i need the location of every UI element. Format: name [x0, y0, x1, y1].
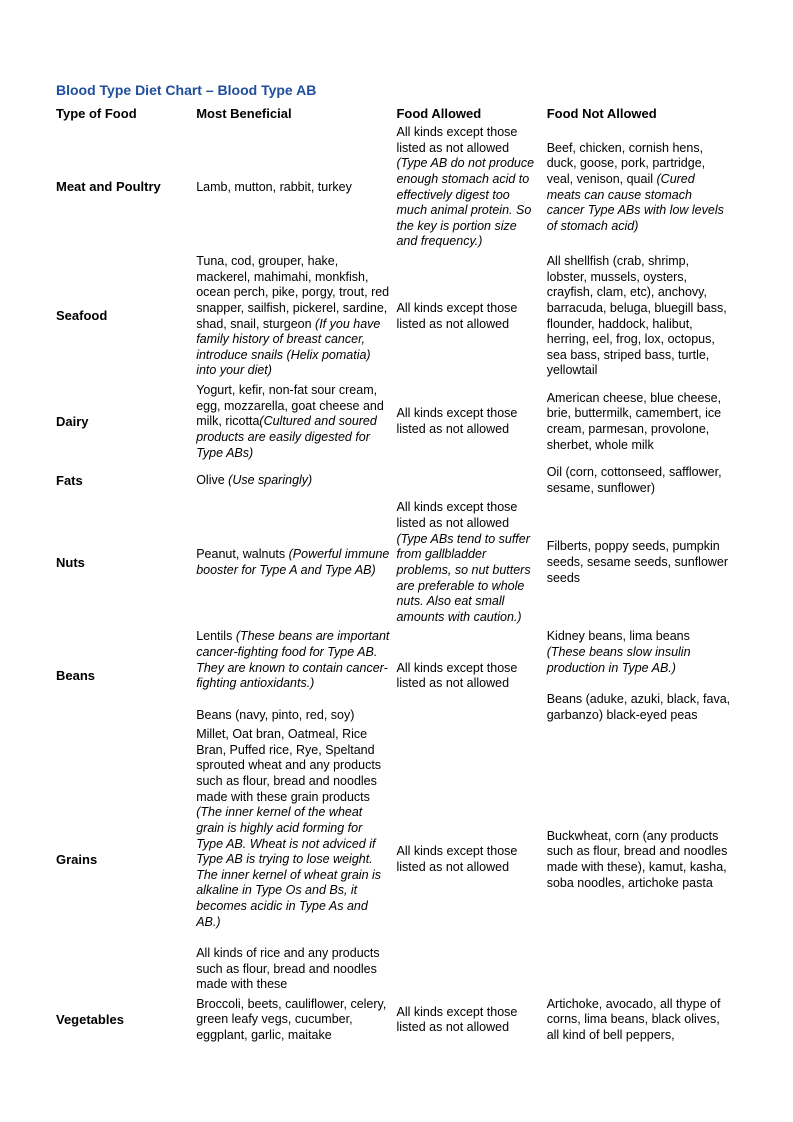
table-cell: All kinds except those listed as not all…	[396, 123, 546, 252]
table-row: Meat and PoultryLamb, mutton, rabbit, tu…	[56, 123, 737, 252]
table-cell: Broccoli, beets, cauliflower, celery, gr…	[196, 995, 396, 1046]
table-cell: All kinds except those listed as not all…	[396, 498, 546, 627]
table-cell: Buckwheat, corn (any products such as fl…	[547, 725, 737, 995]
table-row: DairyYogurt, kefir, non-fat sour cream, …	[56, 381, 737, 463]
col-header-beneficial: Most Beneficial	[196, 104, 396, 123]
table-row: FatsOlive (Use sparingly) Oil (corn, cott…	[56, 463, 737, 498]
table-cell: All kinds except those listed as not all…	[396, 252, 546, 381]
table-cell: Filberts, poppy seeds, pumpkin seeds, se…	[547, 498, 737, 627]
table-row: VegetablesBroccoli, beets, cauliflower, …	[56, 995, 737, 1046]
col-header-type: Type of Food	[56, 104, 196, 123]
col-header-allowed: Food Allowed	[396, 104, 546, 123]
table-cell: All shellfish (crab, shrimp, lobster, mu…	[547, 252, 737, 381]
category-cell: Nuts	[56, 498, 196, 627]
category-cell: Fats	[56, 463, 196, 498]
table-cell: All kinds except those listed as not all…	[396, 381, 546, 463]
table-cell: Tuna, cod, grouper, hake, mackerel, mahi…	[196, 252, 396, 381]
category-cell: Grains	[56, 725, 196, 995]
category-cell: Vegetables	[56, 995, 196, 1046]
table-cell: Yogurt, kefir, non-fat sour cream, egg, …	[196, 381, 396, 463]
page-title: Blood Type Diet Chart – Blood Type AB	[56, 82, 737, 98]
category-cell: Beans	[56, 627, 196, 725]
table-header-row: Type of Food Most Beneficial Food Allowe…	[56, 104, 737, 123]
table-cell: Millet, Oat bran, Oatmeal, Rice Bran, Pu…	[196, 725, 396, 995]
table-cell: American cheese, blue cheese, brie, butt…	[547, 381, 737, 463]
table-row: GrainsMillet, Oat bran, Oatmeal, Rice Br…	[56, 725, 737, 995]
table-cell: All kinds except those listed as not all…	[396, 627, 546, 725]
category-cell: Dairy	[56, 381, 196, 463]
table-cell: Lamb, mutton, rabbit, turkey	[196, 123, 396, 252]
table-cell: Lentils (These beans are important cance…	[196, 627, 396, 725]
table-cell	[396, 463, 546, 498]
table-cell: Kidney beans, lima beans (These beans sl…	[547, 627, 737, 725]
col-header-notallowed: Food Not Allowed	[547, 104, 737, 123]
table-cell: Artichoke, avocado, all thype of corns, …	[547, 995, 737, 1046]
table-cell: Peanut, walnuts (Powerful immune booster…	[196, 498, 396, 627]
table-row: BeansLentils (These beans are important …	[56, 627, 737, 725]
category-cell: Meat and Poultry	[56, 123, 196, 252]
table-row: SeafoodTuna, cod, grouper, hake, mackere…	[56, 252, 737, 381]
table-row: NutsPeanut, walnuts (Powerful immune boo…	[56, 498, 737, 627]
diet-table: Type of Food Most Beneficial Food Allowe…	[56, 104, 737, 1046]
table-cell: Beef, chicken, cornish hens, duck, goose…	[547, 123, 737, 252]
category-cell: Seafood	[56, 252, 196, 381]
table-cell: All kinds except those listed as not all…	[396, 995, 546, 1046]
table-cell: Oil (corn, cottonseed, safflower, sesame…	[547, 463, 737, 498]
document-page: Blood Type Diet Chart – Blood Type AB Ty…	[0, 0, 793, 1086]
table-cell: All kinds except those listed as not all…	[396, 725, 546, 995]
table-cell: Olive (Use sparingly)	[196, 463, 396, 498]
